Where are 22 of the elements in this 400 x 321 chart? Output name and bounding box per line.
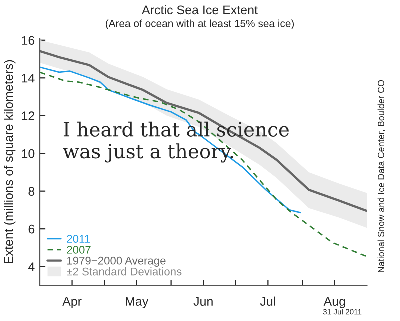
y-tick-label: 14 bbox=[22, 74, 35, 83]
chart-subtitle: (Area of ocean with at least 15% sea ice) bbox=[106, 20, 294, 30]
y-axis-title: Extent (millions of square kilometers) bbox=[4, 60, 16, 264]
y-tick-label: 6 bbox=[28, 224, 35, 234]
legend-label: 2011 bbox=[67, 235, 90, 243]
y-tick-label: 4 bbox=[28, 262, 35, 272]
x-tick-label: Jun bbox=[194, 297, 213, 306]
legend-label: 1979−2000 Average bbox=[68, 256, 166, 267]
annotation: ±2 Standard Deviations bbox=[67, 268, 182, 276]
x-tick-label: May bbox=[126, 297, 149, 308]
line-series bbox=[40, 66, 302, 214]
y-tick-label: 16 bbox=[22, 36, 35, 46]
x-tick-label: Apr bbox=[62, 297, 82, 308]
text: National Snow and Ice Data Center, Boulder CO bbox=[378, 80, 386, 272]
y-tick-label: 10 bbox=[22, 149, 35, 158]
line-series bbox=[40, 72, 368, 258]
y-tick-label: 12 bbox=[22, 112, 35, 120]
x-tick-label: Aug bbox=[324, 297, 346, 308]
legend-label: 2007 bbox=[67, 246, 91, 254]
x-tick-label: Jul bbox=[260, 296, 276, 306]
y-tick-label: 8 bbox=[28, 187, 35, 196]
chart-title: Arctic Sea Ice Extent bbox=[142, 5, 258, 15]
